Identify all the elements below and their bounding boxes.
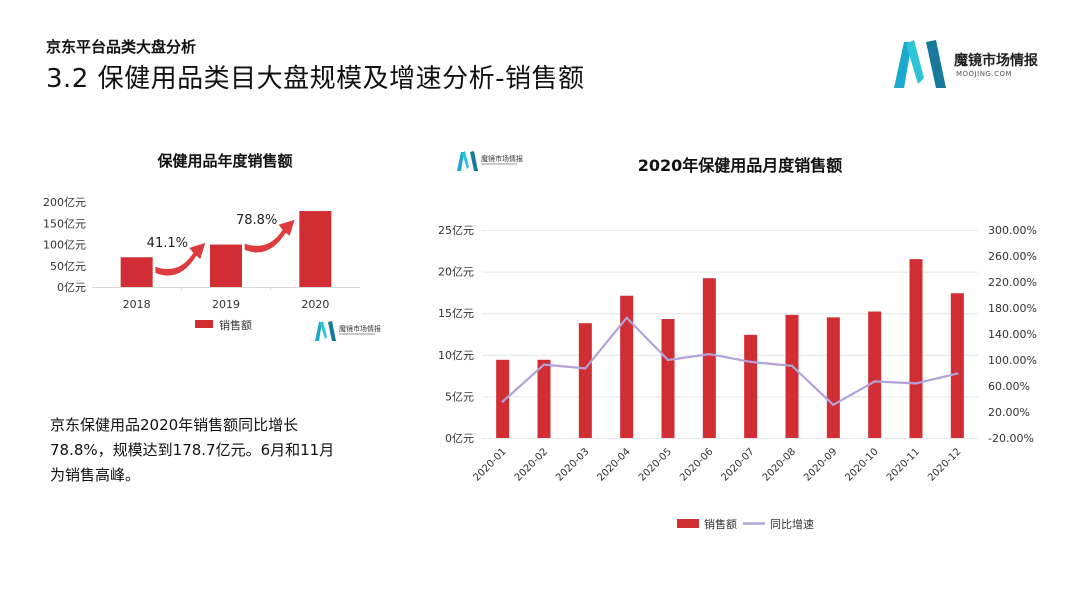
growth-point-2020-07 [749,360,752,364]
legend-swatch-sales [677,519,699,528]
y-tick-label: 15亿元 [438,307,474,320]
x-tick-label: 2020-01 [471,446,508,483]
growth-arrow-shape [155,242,206,276]
y-tick-label: 10亿元 [438,349,474,362]
bar-2020-10 [868,311,882,438]
growth-point-2020-12 [956,372,959,375]
growth-arrow-2 [244,219,295,253]
brand-logo: 魔镜市场情报 MOOJING.COM [890,38,1060,90]
bar-2020-12 [950,293,964,438]
x-tick-label: 2020 [301,298,329,311]
x-tick-label: 2020-08 [761,446,798,483]
bar-2020-02 [537,359,551,438]
annual-sales-chart: 0亿元 50亿元 100亿元 150亿元 200亿元 2018 2019 2020 41.1% 7… [43,196,360,332]
growth-point-2020-03 [584,367,587,370]
bar-2020-08 [785,314,799,438]
brand-m-left-stroke [894,42,912,88]
bar-2020 [299,211,332,287]
y2-tick-label: -20.00% [988,432,1034,445]
bar-2020-05 [661,319,675,438]
legend-label-growth: 同比增速 [770,517,814,531]
summary-text: 京东保健用品2020年销售额同比增长 78.8%，规模达到178.7亿元。6月和… [50,413,370,488]
growth-point-2020-09 [832,403,835,407]
y-tick-label: 150亿元 [43,217,86,230]
x-tick-label: 2018 [123,298,151,311]
y-tick-label: 100亿元 [43,239,86,252]
legend-label-sales: 销售额 [704,517,737,531]
growth-point-2020-08 [790,364,794,368]
growth-label: 41.1% [147,236,188,251]
mini-logo-annual: 魔镜市场情报 [313,320,393,342]
y2-tick-label: 180.00% [988,302,1037,315]
y-tick-label: 200亿元 [43,196,86,209]
mini-logo-underline [481,163,517,165]
bar-2020-03 [578,323,592,438]
y2-tick-label: 100.00% [988,354,1037,367]
brand-url: MOOJING.COM [956,70,1013,78]
x-tick-label: 2020-03 [554,446,591,483]
mini-logo-monthly: 魔镜市场情报 [455,150,535,172]
brand-m-right-stroke [926,40,946,88]
bar-2020-04 [620,295,634,438]
x-tick-label: 2020-04 [595,446,632,483]
section-eyebrow: 京东平台品类大盘分析 [46,38,197,56]
growth-arrow-1 [155,242,206,276]
x-tick-label: 2020-05 [637,446,674,483]
legend-swatch-sales [195,320,213,328]
bar-2020-09 [826,317,840,438]
mini-m-icon [315,321,336,341]
y2-tick-label: 260.00% [988,250,1037,263]
bar-2019 [210,244,242,287]
growth-point-2020-02 [542,363,546,366]
growth-point-2020-04 [625,316,628,319]
monthly-sales-chart: 0亿元 5亿元 10亿元 15亿元 20亿元 25亿元 -20.00% 20.00% 60.00… [438,224,1037,531]
x-tick-label: 2020-12 [926,446,963,483]
y-tick-label: 50亿元 [50,260,86,273]
growth-point-2020-01 [501,400,504,403]
mini-logo-text: 魔镜市场情报 [339,325,381,333]
x-tick-label: 2020-10 [843,446,880,483]
mini-logo-underline [339,333,375,335]
x-tick-label: 2020-07 [719,446,756,483]
bar-2020-06 [702,278,716,438]
summary-line-2: 78.8%，规模达到178.7亿元。6月和11月 [50,441,335,459]
growth-rate-line [501,316,958,406]
x-tick-label: 2020-11 [885,446,922,483]
y-tick-label: 20亿元 [438,266,474,279]
y2-tick-label: 300.00% [988,224,1037,237]
summary-line-3: 为销售高峰。 [50,466,141,484]
summary-line-1: 京东保健用品2020年销售额同比增长 [50,416,299,434]
bar-2020-11 [909,259,923,438]
y-tick-label: 0亿元 [57,281,86,294]
brand-name: 魔镜市场情报 [954,53,1038,69]
y2-tick-label: 60.00% [988,380,1030,393]
x-tick-label: 2020-06 [678,446,715,483]
mini-m-icon [457,151,478,171]
x-tick-label: 2020-09 [802,446,839,483]
mini-logo-text: 魔镜市场情报 [481,155,523,163]
x-tick-label: 2019 [212,298,240,311]
brand-m-middle-stroke [906,40,924,84]
growth-label: 78.8% [236,213,277,228]
bar-2020-07 [744,334,758,438]
bar-2020-01 [496,359,510,438]
growth-point-2020-05 [666,358,670,362]
y2-tick-label: 140.00% [988,328,1037,341]
y2-tick-label: 220.00% [988,276,1037,289]
page-title: 3.2 保健用品类目大盘规模及增速分析-销售额 [46,64,585,94]
y-tick-label: 25亿元 [438,224,474,237]
y-tick-label: 0亿元 [445,432,474,445]
brand-m-icon [894,40,946,88]
growth-point-2020-10 [873,380,876,383]
y2-tick-label: 20.00% [988,406,1030,419]
bar-2018 [120,257,153,287]
growth-point-2020-06 [708,352,711,356]
growth-point-2020-11 [914,382,918,385]
annual-chart-title: 保健用品年度销售额 [157,152,293,170]
growth-arrow-shape [244,219,295,253]
legend-label-sales: 销售额 [219,318,252,332]
y-tick-label: 5亿元 [445,390,474,403]
monthly-chart-title: 2020年保健用品月度销售额 [637,156,843,175]
x-tick-label: 2020-02 [513,446,550,483]
